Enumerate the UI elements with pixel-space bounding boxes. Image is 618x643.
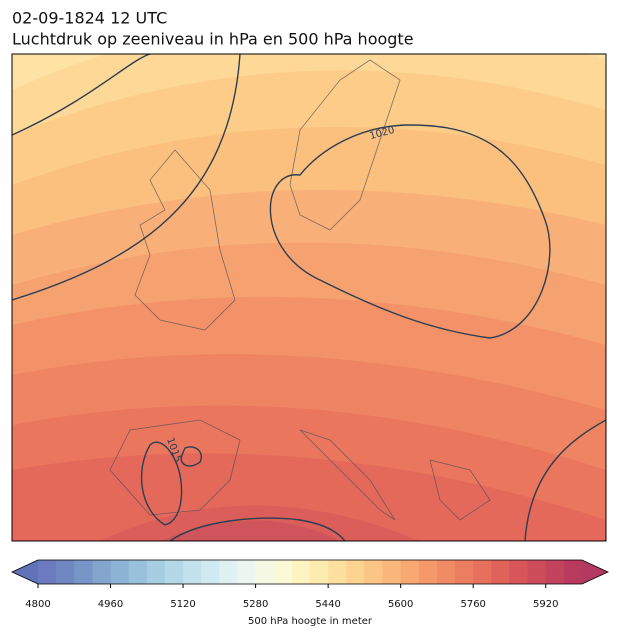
colorbar-segment (56, 560, 75, 584)
colorbar-segment (164, 560, 184, 584)
colorbar-segment (38, 560, 57, 584)
isobar (12, 54, 151, 136)
colorbar-segment (346, 560, 365, 584)
colorbar-segment (273, 560, 293, 584)
colorbar-segment (291, 560, 311, 584)
colorbar-segment (219, 560, 238, 584)
map (12, 54, 606, 541)
colorbar-tick-label: 4960 (98, 599, 123, 610)
colorbar-segment (527, 560, 547, 584)
colorbar-segment (255, 560, 275, 584)
title-date: 02-09-1824 12 UTC (12, 9, 167, 28)
colorbar-segment (400, 560, 420, 584)
colorbar-segment (545, 560, 565, 584)
colorbar-segment (74, 560, 93, 584)
isobar (12, 54, 241, 301)
colorbar-tick-label: 5760 (460, 599, 485, 610)
colorbar-segment (92, 560, 112, 584)
colorbar-segment (364, 560, 384, 584)
colorbar-tick-label: 5920 (533, 599, 558, 610)
height-band (160, 520, 340, 541)
colorbar-segment (328, 560, 347, 584)
coastline (109, 419, 241, 516)
colorbar-extend-high (582, 560, 608, 584)
colorbar-tick-label: 4800 (25, 599, 50, 610)
colorbar: 4800 4960 5120 5280 5440 5600 5760 5920 (11, 559, 609, 610)
coastline (289, 59, 401, 231)
colorbar-label: 500 hPa hoogte in meter (248, 616, 373, 627)
isobar (169, 517, 346, 541)
coastline (299, 429, 396, 521)
colorbar-segment (436, 560, 456, 584)
colorbar-segment (418, 560, 438, 584)
isobar (180, 446, 202, 467)
coastline (134, 149, 236, 331)
colorbar-segment (491, 560, 510, 584)
colorbar-segment (563, 560, 583, 584)
colorbar-segment (110, 560, 130, 584)
colorbar-tick-label: 5120 (170, 599, 195, 610)
coastline (429, 459, 491, 521)
colorbar-segment (382, 560, 402, 584)
colorbar-segment (455, 560, 474, 584)
isobar (269, 124, 551, 339)
colorbar-segment (473, 560, 492, 584)
map-frame (11, 53, 607, 542)
colorbar-segment (146, 560, 166, 584)
colorbar-segment (310, 560, 329, 584)
colorbar-extend-low (12, 560, 38, 584)
colorbar-segment (201, 560, 220, 584)
colorbar-segment (183, 560, 202, 584)
title: Luchtdruk op zeeniveau in hPa en 500 hPa… (12, 30, 414, 49)
colorbar-segment (237, 560, 257, 584)
colorbar-tick-label: 5440 (315, 599, 340, 610)
colorbar-segment (128, 560, 148, 584)
colorbar-frame (11, 559, 609, 585)
isobar (524, 419, 606, 541)
colorbar-tick-label: 5600 (388, 599, 413, 610)
isobar (140, 441, 183, 526)
colorbar-segment (509, 560, 529, 584)
colorbar-tick-label: 5280 (243, 599, 268, 610)
